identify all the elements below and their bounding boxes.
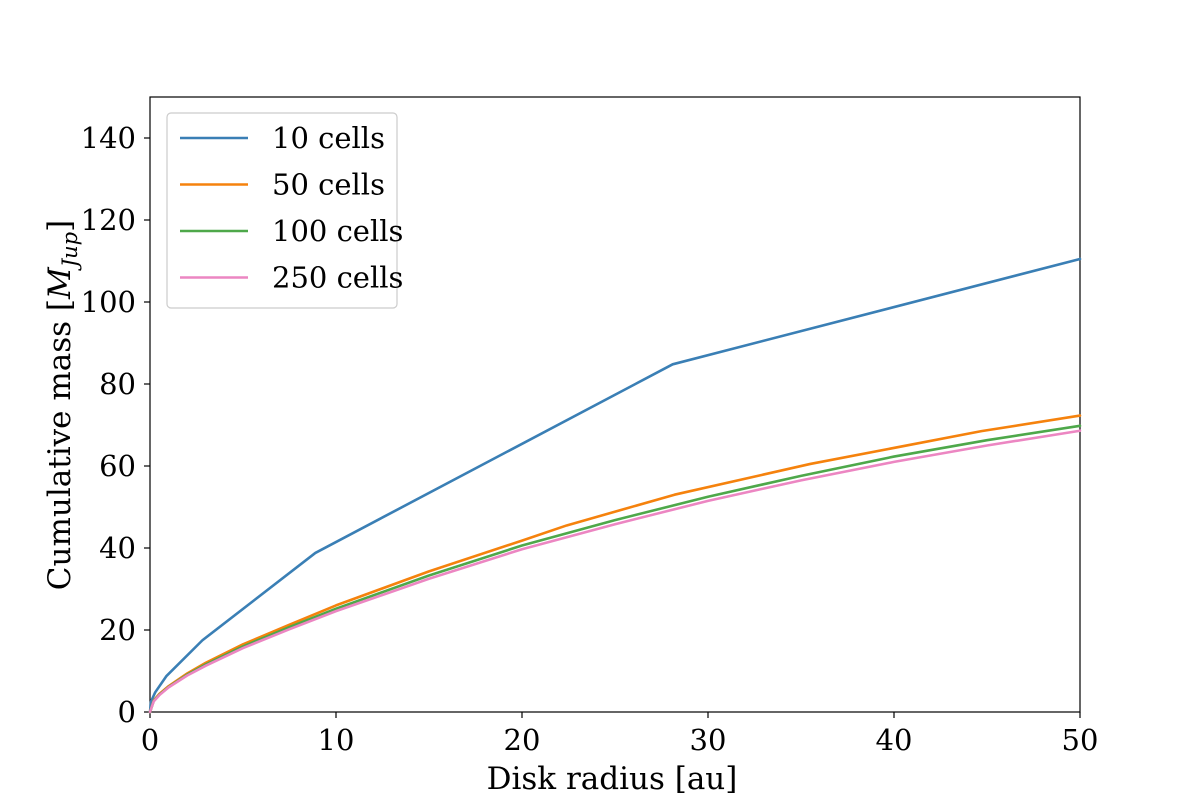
legend-items: 10 cells 50 cells 100 cells 250 cells [180,121,403,295]
x-tick-label: 40 [876,723,913,757]
series-line-1 [148,257,1082,714]
x-axis: 0 10 20 30 40 50 [141,712,1099,757]
series-layer [148,257,1082,714]
y-tick-label: 120 [81,203,136,237]
legend-label-4: 250 cells [272,261,403,295]
y-axis-label-text: Cumulative mass [ [42,299,78,590]
x-tick-label: 0 [141,723,159,757]
y-axis-label: Cumulative mass [MJup] [42,220,82,590]
legend-label-1: 10 cells [272,121,385,155]
x-tick-label: 30 [690,723,727,757]
y-tick-label: 20 [99,613,136,647]
y-tick-label: 100 [81,285,136,319]
plot-area-frame [149,96,1081,713]
x-tick-label: 20 [504,723,541,757]
series-line-4 [148,429,1082,714]
y-axis-label-symbol: M [42,266,78,300]
x-tick-label: 50 [1062,723,1099,757]
y-tick-label: 80 [99,367,136,401]
y-tick-label: 60 [99,449,136,483]
y-tick-label: 140 [81,121,136,155]
y-tick-label: 40 [99,531,136,565]
legend-box [166,112,398,309]
legend-label-3: 100 cells [272,214,403,248]
x-axis-label: Disk radius [au] [487,761,738,797]
y-tick-label: 0 [118,695,136,729]
y-axis: 0 20 40 60 80 100 120 140 [81,121,150,729]
y-axis-label-close: ] [42,220,78,232]
legend: 10 cells 50 cells 100 cells 250 cells [166,112,403,309]
x-tick-label: 10 [318,723,355,757]
legend-label-2: 50 cells [272,168,385,202]
y-axis-label-subscript: Jup [58,232,82,271]
